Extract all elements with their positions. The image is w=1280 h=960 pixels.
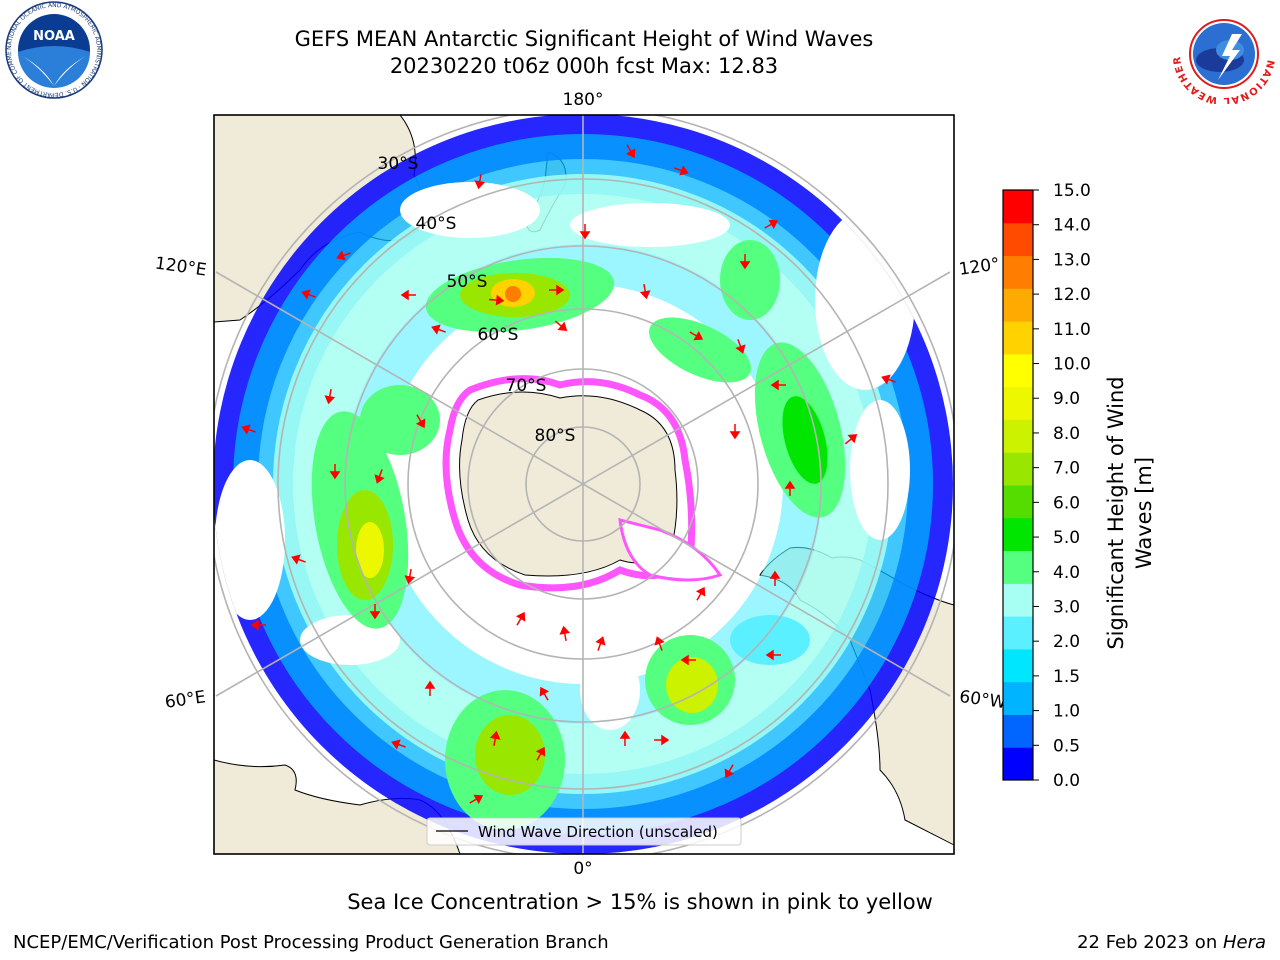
colorbar-title-line1: Significant Height of Wind [1104, 376, 1128, 650]
lat-label-70s: 70°S [506, 376, 547, 396]
colorbar-segment [1003, 714, 1033, 748]
colorbar-segment [1003, 485, 1033, 519]
chart-title: GEFS MEAN Antarctic Significant Height o… [294, 27, 874, 51]
colorbar-title: Significant Height of Wind Waves [m] [1102, 343, 1158, 683]
colorbar-segment [1003, 222, 1033, 257]
colorbar-segment [1003, 386, 1033, 420]
colorbar-segment [1003, 321, 1033, 355]
colorbar-tick-label: 8.0 [1053, 424, 1080, 444]
colorbar-tick-label: 4.0 [1053, 563, 1080, 583]
noaa-logo: NATIONAL OCEANIC AND ATMOSPHERIC ADMINIS… [4, 0, 103, 99]
colorbar-segment [1003, 190, 1033, 224]
meridian-60e-120w [215, 271, 951, 697]
lat-label-40s: 40°S [416, 214, 457, 234]
lon-label-60w: 60°W [958, 687, 1007, 713]
colorbar-segment [1003, 681, 1033, 715]
map-legend: Wind Wave Direction (unscaled) [426, 817, 742, 846]
footer-date: 22 Feb 2023 on Hera [1077, 932, 1266, 953]
wind-wave-arrows [241, 144, 896, 805]
colorbar-tick-label: 12.0 [1053, 285, 1091, 305]
colorbar-tick-label: 1.5 [1053, 667, 1080, 687]
colorbar-segment [1003, 616, 1033, 650]
map-frame [213, 114, 955, 855]
colorbar-tick-label: 9.0 [1053, 389, 1080, 409]
lon-label-60e: 60°E [164, 687, 207, 712]
svg-text:NOAA: NOAA [33, 29, 75, 44]
footer-host: Hera [1222, 932, 1266, 953]
colorbar-segment [1003, 255, 1033, 289]
colorbar-title-line2: Waves [m] [1132, 456, 1156, 570]
lat-label-60s: 60°S [478, 325, 519, 345]
colorbar-segment [1003, 648, 1033, 683]
national-weather-service-logo: NATIONAL WEATHER SERVICE [1172, 4, 1275, 104]
colorbar-segment [1003, 452, 1033, 486]
colorbar-tick-label: 11.0 [1053, 320, 1091, 340]
colorbar-tick-label: 10.0 [1053, 355, 1091, 375]
colorbar-segment [1003, 419, 1033, 453]
chart-subtitle: 20230220 t06z 000h fcst Max: 12.83 [389, 54, 779, 78]
colorbar-segment [1003, 517, 1033, 552]
colorbar-tick-label: 5.0 [1053, 528, 1080, 548]
colorbar-tick-label: 14.0 [1053, 216, 1091, 236]
colorbar-segment [1003, 550, 1033, 584]
colorbar-segment [1003, 747, 1033, 781]
colorbar-tick-label: 1.0 [1053, 702, 1080, 722]
colorbar-segment [1003, 353, 1033, 388]
colorbar-tick-label: 6.0 [1053, 493, 1080, 513]
colorbar-tick-label: 15.0 [1053, 181, 1091, 201]
colorbar-tick-label: 2.0 [1053, 632, 1080, 652]
colorbar-frame [1002, 189, 1034, 781]
lon-label-180: 180° [563, 90, 604, 110]
colorbar-segment [1003, 583, 1033, 617]
graticule [214, 115, 954, 854]
lon-label-120w: 120° [958, 254, 1001, 280]
lat-label-80s: 80°S [535, 426, 576, 446]
lon-label-120e: 120°E [154, 254, 208, 281]
lat-label-50s: 50°S [447, 272, 488, 292]
lon-label-0: 0° [573, 859, 592, 879]
footer-branch: NCEP/EMC/Verification Post Processing Pr… [13, 932, 609, 953]
sea-ice-note: Sea Ice Concentration > 15% is shown in … [347, 890, 933, 914]
footer-date-text: 22 Feb 2023 on [1077, 932, 1223, 953]
colorbar-segment [1003, 288, 1033, 322]
colorbar-tick-label: 0.0 [1053, 771, 1080, 791]
colorbar: 0.0 0.5 1.0 1.5 2.0 3.0 4.0 5.0 6.0 7.0 8.0 9.0 10.0… [1002, 181, 1091, 791]
colorbar-tick-label: 13.0 [1053, 250, 1091, 270]
colorbar-tick-label: 3.0 [1053, 597, 1080, 617]
lat-label-30s: 30°S [378, 154, 419, 174]
colorbar-tick-label: 0.5 [1053, 736, 1080, 756]
legend-label: Wind Wave Direction (unscaled) [478, 823, 718, 841]
weddell-sea [618, 518, 723, 582]
colorbar-tick-label: 7.0 [1053, 459, 1080, 479]
